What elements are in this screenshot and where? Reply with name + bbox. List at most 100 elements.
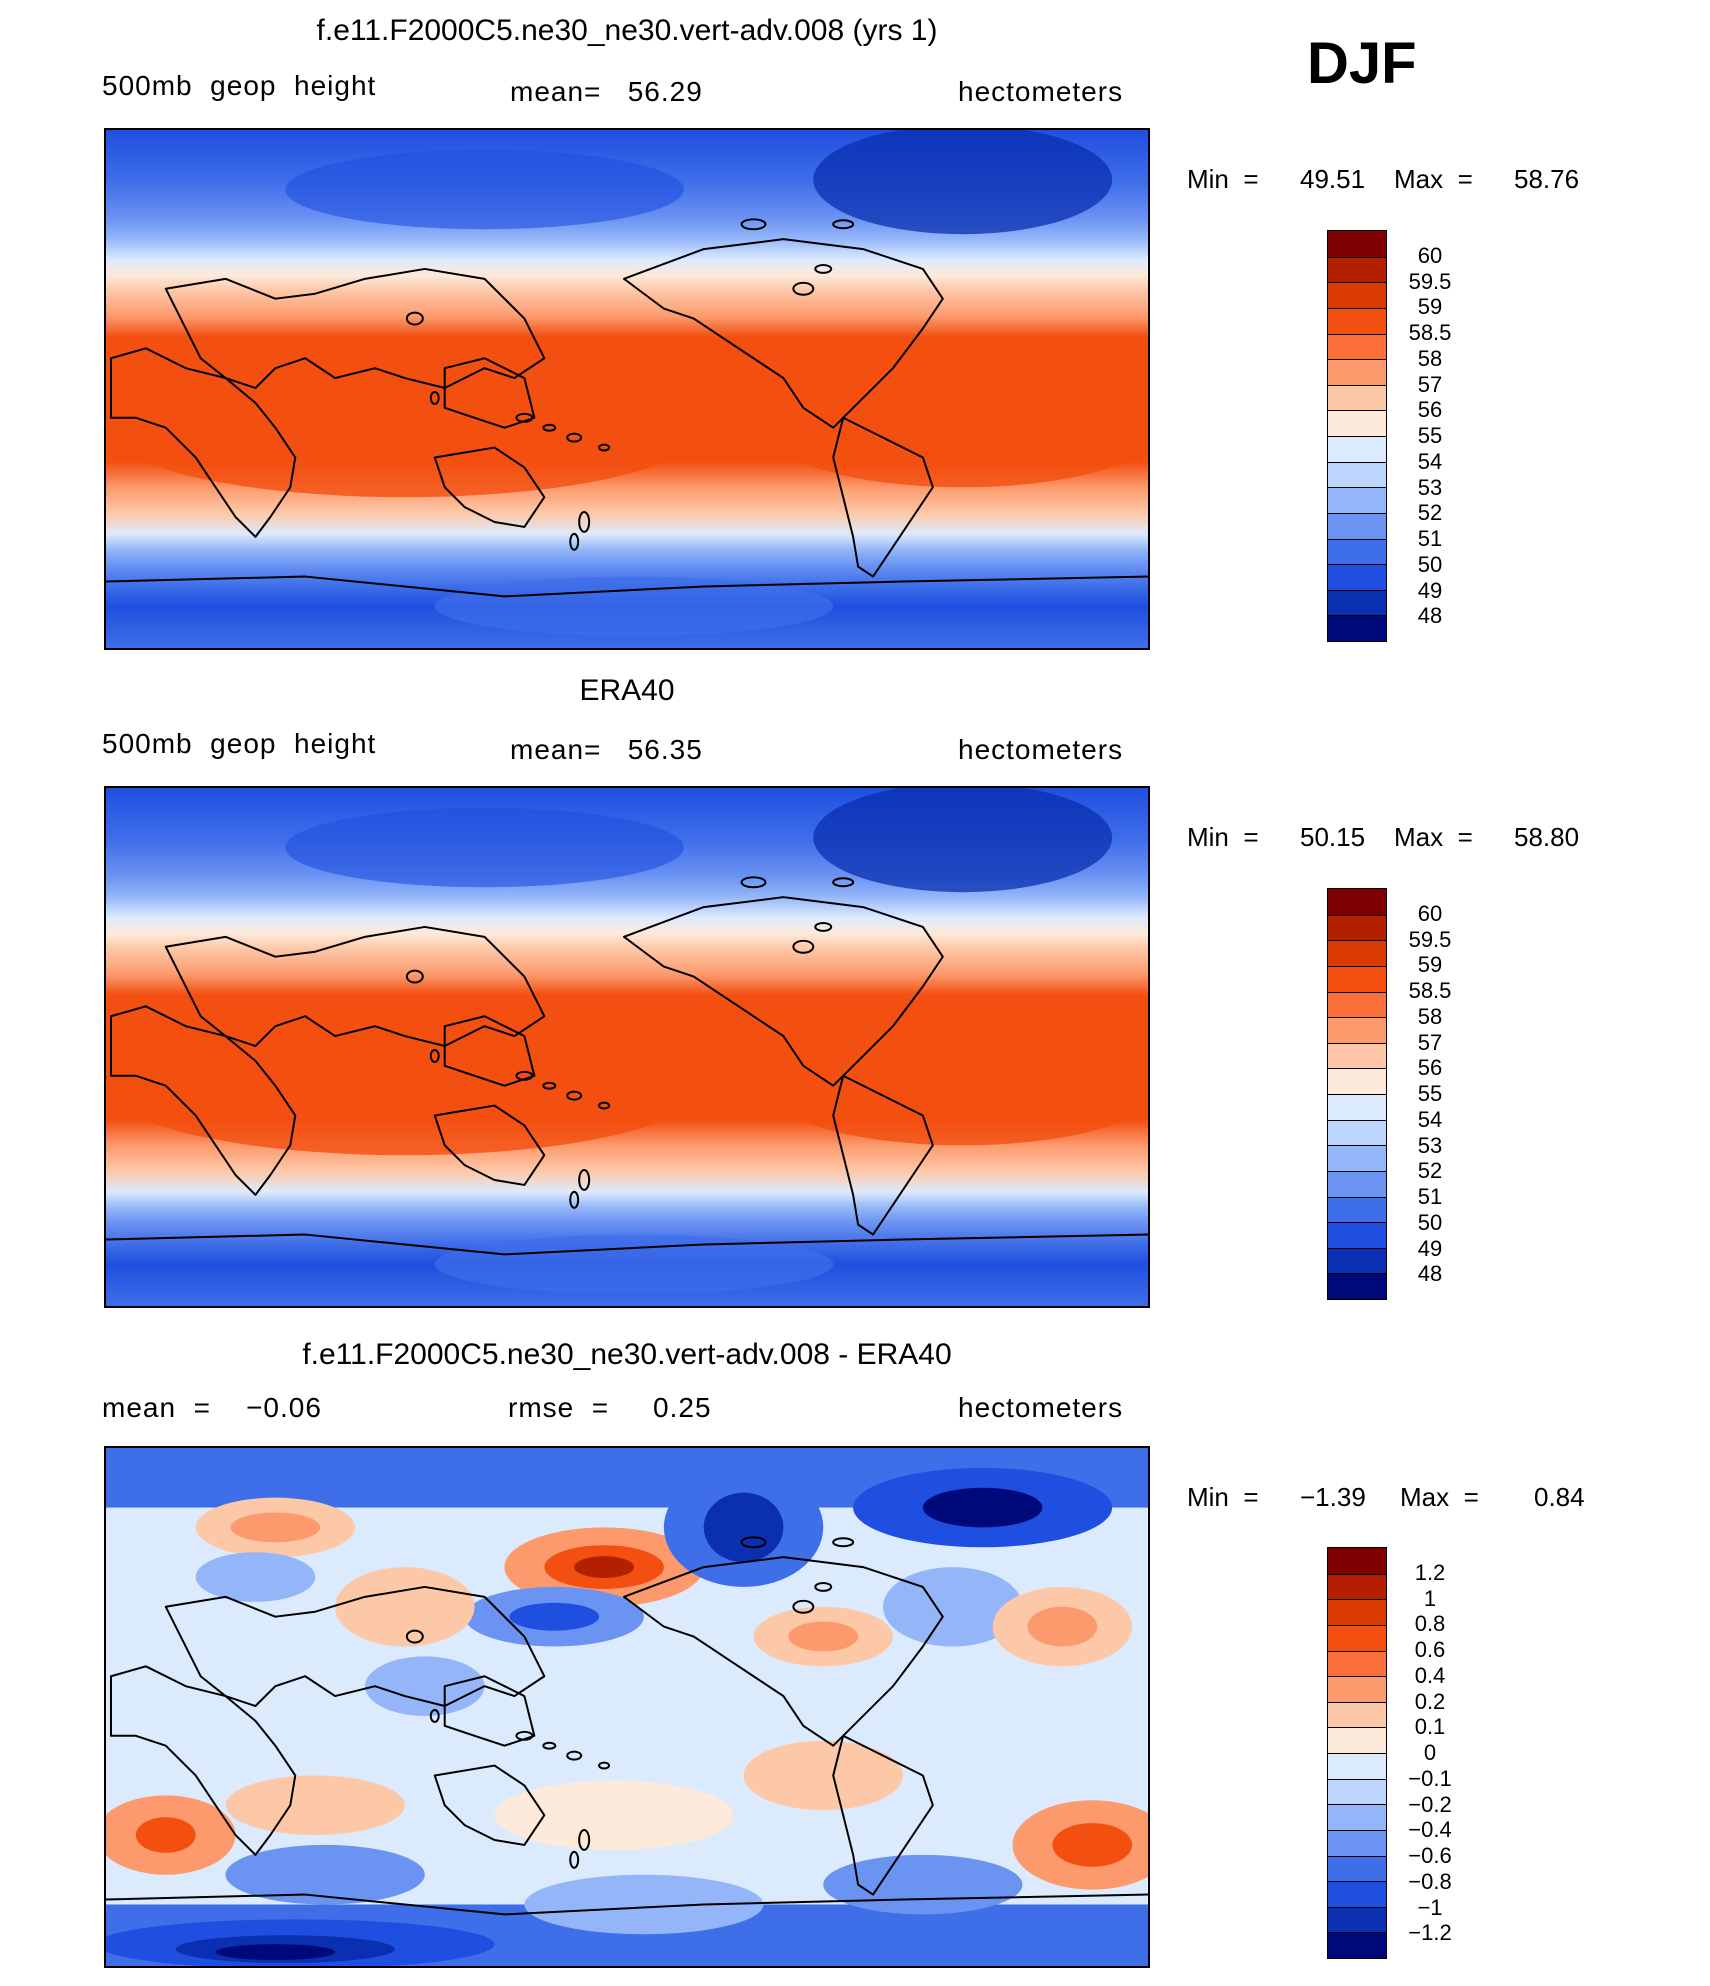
colorbar-tick-label: 59	[1417, 294, 1443, 320]
colorbar-tick-label: −0.6	[1408, 1843, 1452, 1868]
island-outline	[740, 876, 767, 889]
colorbar-swatch	[1328, 1829, 1386, 1856]
coastline-segment	[443, 357, 536, 429]
anomaly-contour	[509, 1602, 600, 1631]
colorbar-tick-label: 60	[1417, 900, 1443, 926]
coastline	[106, 1536, 1148, 1916]
colorbar-swatch	[1328, 1676, 1386, 1702]
coastline-segment	[109, 1005, 297, 1196]
anomaly-contour	[215, 1944, 336, 1961]
colorbar-swatch	[1328, 889, 1386, 915]
subtropical-ridge	[763, 1026, 1148, 1146]
subtropical-ridge	[106, 1016, 704, 1156]
panel-2-map-svg	[106, 788, 1148, 1306]
colorbar-swatch	[1328, 965, 1386, 992]
island-outline	[405, 969, 424, 984]
colorbar-swatch	[1328, 1855, 1386, 1882]
anomaly-contour	[365, 1656, 485, 1716]
colorbar-tick-label: 59	[1417, 952, 1443, 978]
anomaly-contour	[883, 1567, 1023, 1647]
colorbar-swatch	[1328, 914, 1386, 941]
colorbar-tick-label: 55	[1417, 1081, 1443, 1106]
colorbar-swatch	[1328, 991, 1386, 1018]
colorbar-swatch	[1328, 1017, 1386, 1043]
colorbar-swatch	[1328, 940, 1386, 966]
panel-1-map-svg	[106, 130, 1148, 648]
colorbar-swatch	[1328, 1778, 1386, 1805]
coastline-segment	[106, 1893, 1148, 1916]
colorbar-tick-label: 1	[1423, 1585, 1437, 1611]
colorbar-swatch	[1328, 1881, 1386, 1907]
panel-3-colorbar	[1327, 1547, 1387, 1959]
island-outline	[598, 1101, 611, 1110]
panel-3-max-label: Max =	[1400, 1482, 1479, 1512]
colorbar-swatch	[1328, 231, 1386, 257]
colorbar-swatch	[1328, 512, 1386, 539]
island-outline	[814, 263, 833, 274]
colorbar-swatch	[1328, 1222, 1386, 1248]
subtropical-ridge	[106, 358, 704, 498]
island-outline	[792, 1599, 815, 1614]
anomaly-contour	[195, 1552, 316, 1602]
island-outline	[566, 1090, 583, 1101]
southern-band	[434, 576, 834, 637]
coastline-segment	[109, 347, 297, 538]
anomaly-contour	[524, 1874, 764, 1935]
panel-1-variable-label: 500mb geop height	[102, 70, 377, 101]
colorbar-tick-label: 51	[1417, 1184, 1443, 1209]
coastline-segment	[623, 896, 944, 1087]
colorbar-swatch	[1328, 307, 1386, 334]
panel-3-min-label: Min =	[1187, 1482, 1259, 1512]
island-outline	[578, 511, 591, 533]
coastline-segment	[106, 1233, 1148, 1256]
colorbar-swatch	[1328, 1906, 1386, 1933]
island-outline	[515, 1070, 534, 1081]
colorbar-swatch	[1328, 461, 1386, 488]
panel-1-max-value: 58.76	[1514, 164, 1580, 194]
colorbar-tick-label: 50	[1417, 1209, 1443, 1235]
panel-1-min-value: 49.51	[1300, 164, 1366, 194]
colorbar-tick-label: 58.5	[1408, 978, 1452, 1003]
colorbar-swatch	[1328, 589, 1386, 616]
anomaly-contour	[1052, 1823, 1133, 1867]
colorbar-tick-label: 53	[1417, 474, 1443, 500]
colorbar-swatch	[1328, 538, 1386, 565]
colorbar-tick-label: 48	[1417, 603, 1443, 629]
coastline	[106, 876, 1148, 1256]
island-outline	[429, 1708, 440, 1723]
anomaly-contour	[135, 1817, 196, 1853]
colorbar-tick-label: 0	[1423, 1740, 1437, 1765]
colorbar-swatch	[1328, 1804, 1386, 1830]
colorbar-swatch	[1328, 1273, 1386, 1299]
colorbar-swatch	[1328, 384, 1386, 411]
island-outline	[740, 218, 767, 231]
colorbar-tick-label: 0.4	[1414, 1662, 1446, 1688]
anomaly-contour	[225, 1775, 405, 1836]
colorbar-swatch	[1328, 333, 1386, 360]
colorbar-tick-label: 58.5	[1408, 320, 1452, 345]
colorbar-tick-label: 58	[1417, 1003, 1443, 1029]
colorbar-swatch	[1328, 1624, 1386, 1651]
island-outline	[832, 1537, 855, 1548]
colorbar-tick-label: 53	[1417, 1132, 1443, 1158]
panel-3-rmse-label: rmse = 0.25	[508, 1392, 712, 1423]
island-outline	[515, 1730, 534, 1741]
coastline-segment	[164, 267, 546, 389]
panel-3-map	[104, 1446, 1150, 1968]
panel-2-min-label: Min =	[1187, 822, 1259, 852]
colorbar-tick-label: 56	[1417, 1055, 1443, 1081]
island-outline	[740, 1536, 767, 1549]
island-outline	[429, 1048, 440, 1063]
coastline-segment	[623, 238, 944, 429]
island-outline	[569, 1190, 580, 1209]
colorbar-swatch	[1328, 1196, 1386, 1223]
colorbar-swatch	[1328, 1042, 1386, 1069]
anomaly-contour	[335, 1567, 475, 1647]
anomaly-contour	[743, 1740, 903, 1811]
colorbar-tick-label: −0.8	[1408, 1868, 1452, 1894]
coastline-segment	[433, 446, 546, 528]
colorbar-tick-label: 54	[1417, 1106, 1443, 1132]
colorbar-swatch	[1328, 1548, 1386, 1574]
colorbar-swatch	[1328, 1247, 1386, 1274]
panel-1-max-label: Max =	[1394, 164, 1473, 194]
